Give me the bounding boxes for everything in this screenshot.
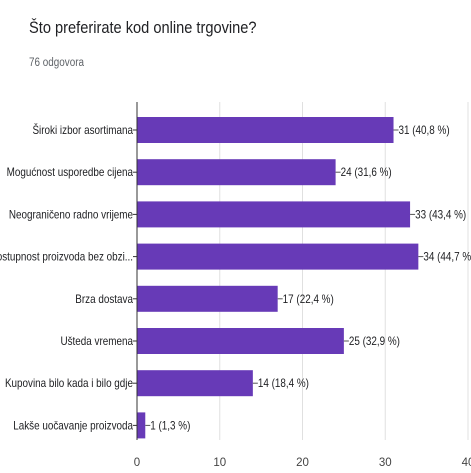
bar <box>137 243 419 270</box>
bar <box>137 412 146 439</box>
category-label: Široki izbor asortimana <box>32 123 133 137</box>
category-label: Mogućnost usporedbe cijena <box>7 167 133 180</box>
data-label: 33 (43,4 %) <box>415 209 466 222</box>
data-label: 17 (22,4 %) <box>283 293 334 306</box>
bar <box>137 370 253 397</box>
data-label: 24 (31,6 %) <box>341 167 392 180</box>
bar <box>137 117 394 143</box>
y-axis <box>133 102 138 440</box>
category-label: Neograničeno radno vrijeme <box>9 209 133 222</box>
bar <box>137 201 411 228</box>
data-label: 34 (44,7 %) <box>423 251 471 264</box>
data-label: 14 (18,4 %) <box>258 378 309 391</box>
data-label: 1 (1,3 %) <box>150 420 190 433</box>
response-count: 76 odgovora <box>29 57 84 69</box>
category-label: Brza dostava <box>75 293 133 306</box>
category-label: Kupovina bilo kada i bilo gdje <box>5 378 133 391</box>
category-label: Dostupnost proizvoda bez obzi... <box>0 251 133 264</box>
labels: 0 10 20 30 40 31 (40,8 %) Široki izbor asortim… <box>0 123 471 469</box>
chart-title: Što preferirate kod online trgovine? <box>29 18 257 37</box>
bar <box>137 159 336 186</box>
category-label: Ušteda vremena <box>60 335 133 348</box>
bars <box>137 117 424 439</box>
bar <box>137 328 344 354</box>
grid-lines <box>219 102 469 440</box>
data-label: 25 (32,9 %) <box>349 335 400 348</box>
data-label: 31 (40,8 %) <box>399 124 450 137</box>
x-tick-label: 40 <box>462 457 471 469</box>
x-tick-label: 0 <box>134 457 140 469</box>
category-label: Lakše uočavanje proizvoda <box>13 420 133 433</box>
x-tick-label: 10 <box>213 457 226 469</box>
bar <box>137 285 278 312</box>
x-tick-label: 30 <box>379 457 392 469</box>
x-tick-label: 20 <box>296 457 309 469</box>
